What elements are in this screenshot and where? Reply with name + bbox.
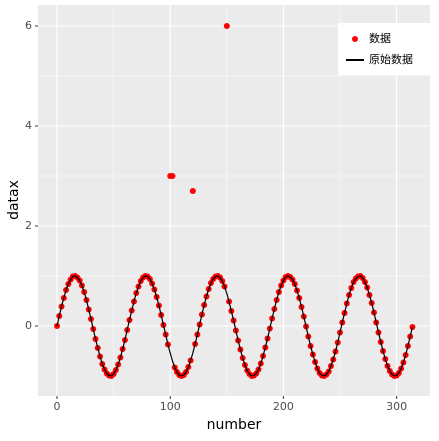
x-axis-title: number xyxy=(207,417,262,433)
point xyxy=(223,23,230,29)
legend-symbol xyxy=(352,36,358,42)
x-tick-label: 0 xyxy=(54,400,61,413)
y-tick-label: 0 xyxy=(25,319,32,332)
x-tick-label: 300 xyxy=(386,400,407,413)
y-tick-label: 2 xyxy=(25,219,32,232)
y-tick-label: 4 xyxy=(25,119,32,132)
y-axis-title: datax xyxy=(6,180,22,220)
point xyxy=(409,324,416,330)
line xyxy=(56,275,414,377)
legend-box xyxy=(338,23,430,75)
y-tick-label: 6 xyxy=(25,19,32,32)
x-tick-label: 100 xyxy=(160,400,181,413)
legend-label: 数据 xyxy=(369,31,391,45)
point xyxy=(169,173,176,179)
point xyxy=(54,323,61,329)
point xyxy=(189,188,196,194)
x-tick-label: 200 xyxy=(273,400,294,413)
legend-label: 原始数据 xyxy=(369,52,413,66)
marks xyxy=(54,23,416,379)
axes: 0 100 200 300 0 2 4 6 xyxy=(25,19,407,413)
